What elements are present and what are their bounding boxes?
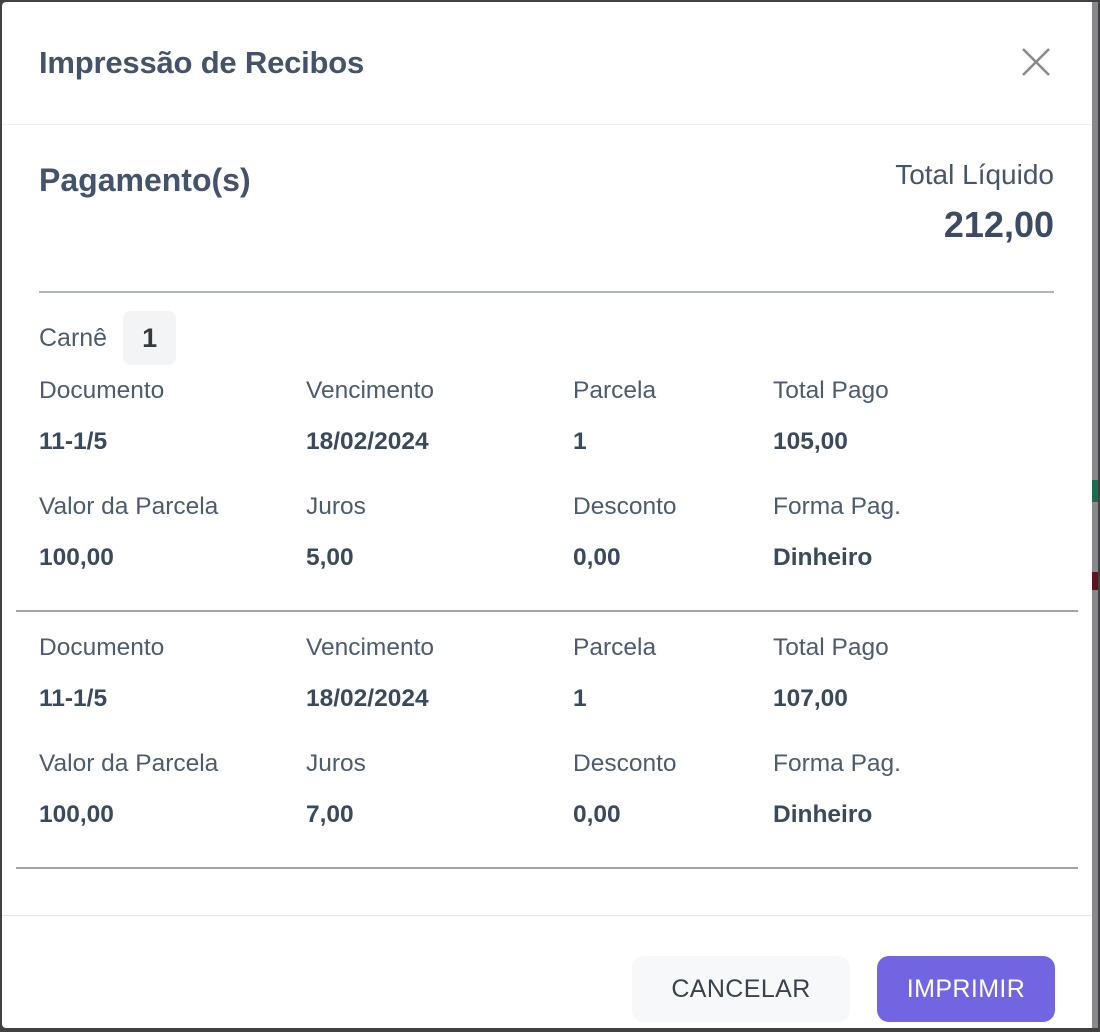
field-parcela: Parcela 1 (573, 376, 773, 457)
field-documento: Documento 11-1/5 (39, 633, 306, 714)
total-liquido-value: 212,00 (943, 204, 1054, 245)
record-row: Valor da Parcela 100,00 Juros 5,00 Desco… (39, 492, 1055, 573)
carne-row: Carnê 1 (39, 311, 1092, 365)
field-label: Documento (39, 377, 165, 404)
spacer (2, 869, 1092, 915)
field-value: 5,00 (306, 544, 354, 571)
field-value: 11-1/5 (39, 685, 108, 712)
field-value: 0,00 (573, 801, 621, 828)
modal-footer: CANCELAR IMPRIMIR (2, 915, 1092, 1022)
modal-header: Impressão de Recibos (2, 2, 1092, 125)
field-valor-parcela: Valor da Parcela 100,00 (39, 749, 306, 830)
backdrop-fragment (1092, 480, 1098, 502)
field-juros: Juros 5,00 (306, 492, 573, 573)
close-icon (1018, 44, 1054, 83)
field-label: Forma Pag. (773, 750, 901, 777)
record-divider (16, 867, 1078, 869)
field-value: 11-1/5 (39, 428, 108, 455)
carne-badge[interactable]: 1 (123, 311, 177, 365)
field-label: Juros (306, 493, 366, 520)
payments-heading: Pagamento(s) (39, 162, 251, 198)
backdrop-fragment (1092, 572, 1098, 590)
field-label: Desconto (573, 750, 677, 777)
field-value: 100,00 (39, 544, 114, 571)
summary-divider (39, 291, 1054, 293)
field-label: Parcela (573, 634, 657, 661)
field-documento: Documento 11-1/5 (39, 376, 306, 457)
payment-record: Documento 11-1/5 Vencimento 18/02/2024 P… (2, 365, 1092, 610)
field-label: Vencimento (306, 634, 435, 661)
field-forma-pag: Forma Pag. Dinheiro (773, 492, 1055, 573)
field-value: 1 (573, 685, 587, 712)
record-row: Valor da Parcela 100,00 Juros 7,00 Desco… (39, 749, 1055, 830)
field-label: Desconto (573, 493, 677, 520)
field-label: Valor da Parcela (39, 493, 219, 520)
field-value: Dinheiro (773, 544, 873, 571)
record-row: Documento 11-1/5 Vencimento 18/02/2024 P… (39, 633, 1055, 714)
record-row: Documento 11-1/5 Vencimento 18/02/2024 P… (39, 376, 1055, 457)
field-label: Total Pago (773, 377, 889, 404)
cancel-button[interactable]: CANCELAR (632, 956, 850, 1022)
print-button[interactable]: IMPRIMIR (877, 956, 1055, 1022)
field-total-pago: Total Pago 105,00 (773, 376, 1055, 457)
payment-record: Documento 11-1/5 Vencimento 18/02/2024 P… (2, 612, 1092, 867)
field-label: Parcela (573, 377, 657, 404)
field-value: 18/02/2024 (306, 428, 429, 455)
field-label: Total Pago (773, 634, 889, 661)
field-label: Vencimento (306, 377, 435, 404)
field-desconto: Desconto 0,00 (573, 749, 773, 830)
payments-summary: Pagamento(s) Total Líquido 212,00 (2, 125, 1092, 247)
field-value: 1 (573, 428, 587, 455)
field-forma-pag: Forma Pag. Dinheiro (773, 749, 1055, 830)
field-value: Dinheiro (773, 801, 873, 828)
field-value: 105,00 (773, 428, 848, 455)
carne-label: Carnê (39, 323, 108, 352)
field-value: 7,00 (306, 801, 354, 828)
field-valor-parcela: Valor da Parcela 100,00 (39, 492, 306, 573)
field-label: Documento (39, 634, 165, 661)
field-parcela: Parcela 1 (573, 633, 773, 714)
field-label: Valor da Parcela (39, 750, 219, 777)
record-divider (16, 610, 1078, 612)
total-liquido-block: Total Líquido 212,00 (895, 158, 1054, 247)
field-desconto: Desconto 0,00 (573, 492, 773, 573)
field-value: 107,00 (773, 685, 848, 712)
field-total-pago: Total Pago 107,00 (773, 633, 1055, 714)
field-value: 100,00 (39, 801, 114, 828)
field-value: 0,00 (573, 544, 621, 571)
field-label: Juros (306, 750, 366, 777)
field-vencimento: Vencimento 18/02/2024 (306, 376, 573, 457)
close-button[interactable] (1014, 41, 1058, 85)
field-value: 18/02/2024 (306, 685, 429, 712)
total-liquido-label: Total Líquido (895, 159, 1054, 190)
modal-title: Impressão de Recibos (39, 45, 365, 80)
field-juros: Juros 7,00 (306, 749, 573, 830)
field-label: Forma Pag. (773, 493, 901, 520)
page-backdrop-strip (1092, 2, 1098, 1028)
field-vencimento: Vencimento 18/02/2024 (306, 633, 573, 714)
